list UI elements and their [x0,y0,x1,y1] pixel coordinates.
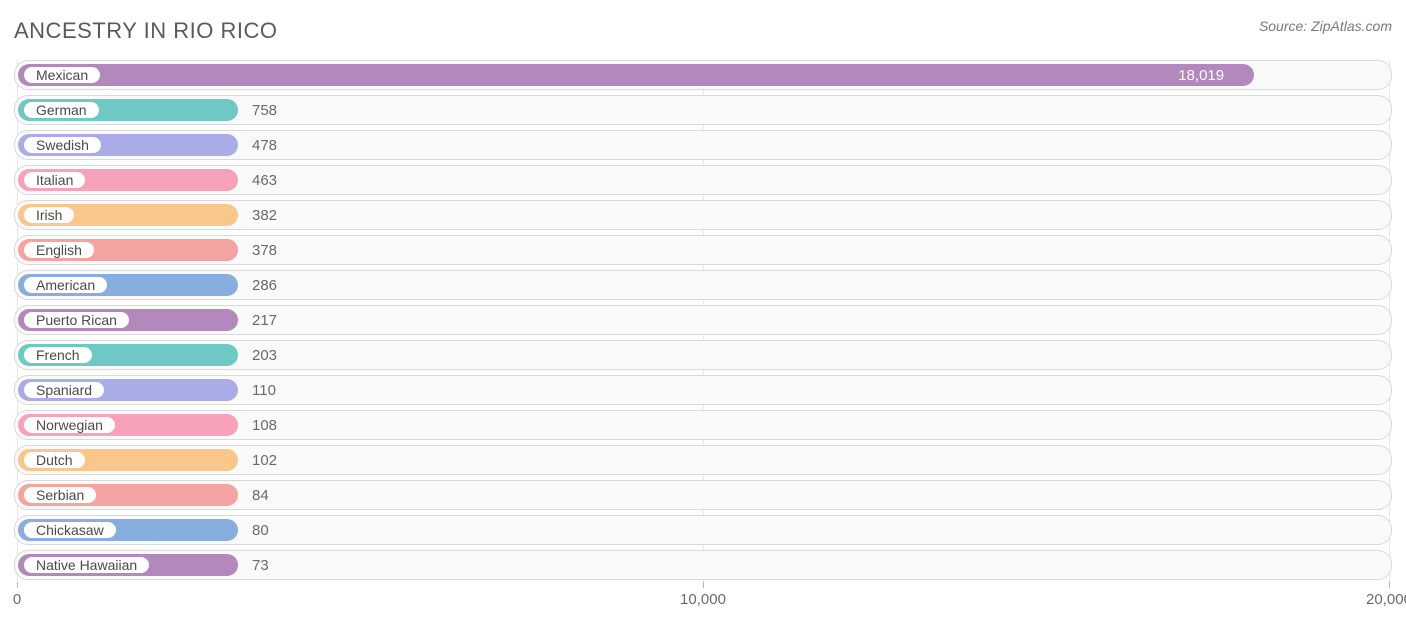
bar-value: 382 [252,201,277,229]
bar-row: Native Hawaiian 73 [14,550,1392,580]
bar-row: American 286 [14,270,1392,300]
bar-row: Serbian 84 [14,480,1392,510]
bar-row: Norwegian 108 [14,410,1392,440]
bar-value: 203 [252,341,277,369]
bar-label-pill: French [22,345,94,365]
bar-value: 108 [252,411,277,439]
bar-label-pill: Spaniard [22,380,106,400]
chart-header: ANCESTRY IN RIO RICO Source: ZipAtlas.co… [14,18,1392,44]
tick-mark [17,582,18,588]
tick-label: 20,000 [1366,591,1406,608]
tick-label: 10,000 [680,591,726,608]
bar-row: French 203 [14,340,1392,370]
tick-mark [703,582,704,588]
bar-value: 758 [252,96,277,124]
bar-label-pill: Irish [22,205,76,225]
bar-value: 73 [252,551,269,579]
bar-label-pill: German [22,100,101,120]
bar-label-pill: Swedish [22,135,103,155]
bar-value: 463 [252,166,277,194]
bar-value: 217 [252,306,277,334]
bar-chart: Mexican 18,019 German 758 Swedish 478 Italian 4… [14,60,1392,613]
bar-label-pill: Dutch [22,450,87,470]
bar-label-pill: Serbian [22,485,98,505]
bar-label-pill: English [22,240,96,260]
bar-label-pill: Native Hawaiian [22,555,151,575]
bar-row: Spaniard 110 [14,375,1392,405]
bar-value: 110 [252,376,276,404]
bar-label-pill: Chickasaw [22,520,118,540]
bar-value: 102 [252,446,277,474]
bar-value: 286 [252,271,277,299]
bar-value: 478 [252,131,277,159]
bar-fill [18,64,1254,86]
bar-row: German 758 [14,95,1392,125]
chart-source: Source: ZipAtlas.com [1259,18,1392,34]
bar-label-pill: Puerto Rican [22,310,131,330]
bar-row: Puerto Rican 217 [14,305,1392,335]
chart-title: ANCESTRY IN RIO RICO [14,18,277,44]
bar-label-pill: Mexican [22,65,102,85]
bar-value: 378 [252,236,277,264]
bar-value: 84 [252,481,269,509]
tick-label: 0 [13,591,21,608]
bar-row: Dutch 102 [14,445,1392,475]
bar-value: 18,019 [1178,61,1224,89]
bar-row: Chickasaw 80 [14,515,1392,545]
tick-mark [1389,582,1390,588]
bar-value: 80 [252,516,269,544]
bar-label-pill: American [22,275,109,295]
bar-row: English 378 [14,235,1392,265]
bar-row: Mexican 18,019 [14,60,1392,90]
bar-label-pill: Norwegian [22,415,117,435]
bar-row: Irish 382 [14,200,1392,230]
x-axis: 010,00020,000 [14,585,1392,613]
bar-row: Swedish 478 [14,130,1392,160]
bar-row: Italian 463 [14,165,1392,195]
bar-label-pill: Italian [22,170,87,190]
